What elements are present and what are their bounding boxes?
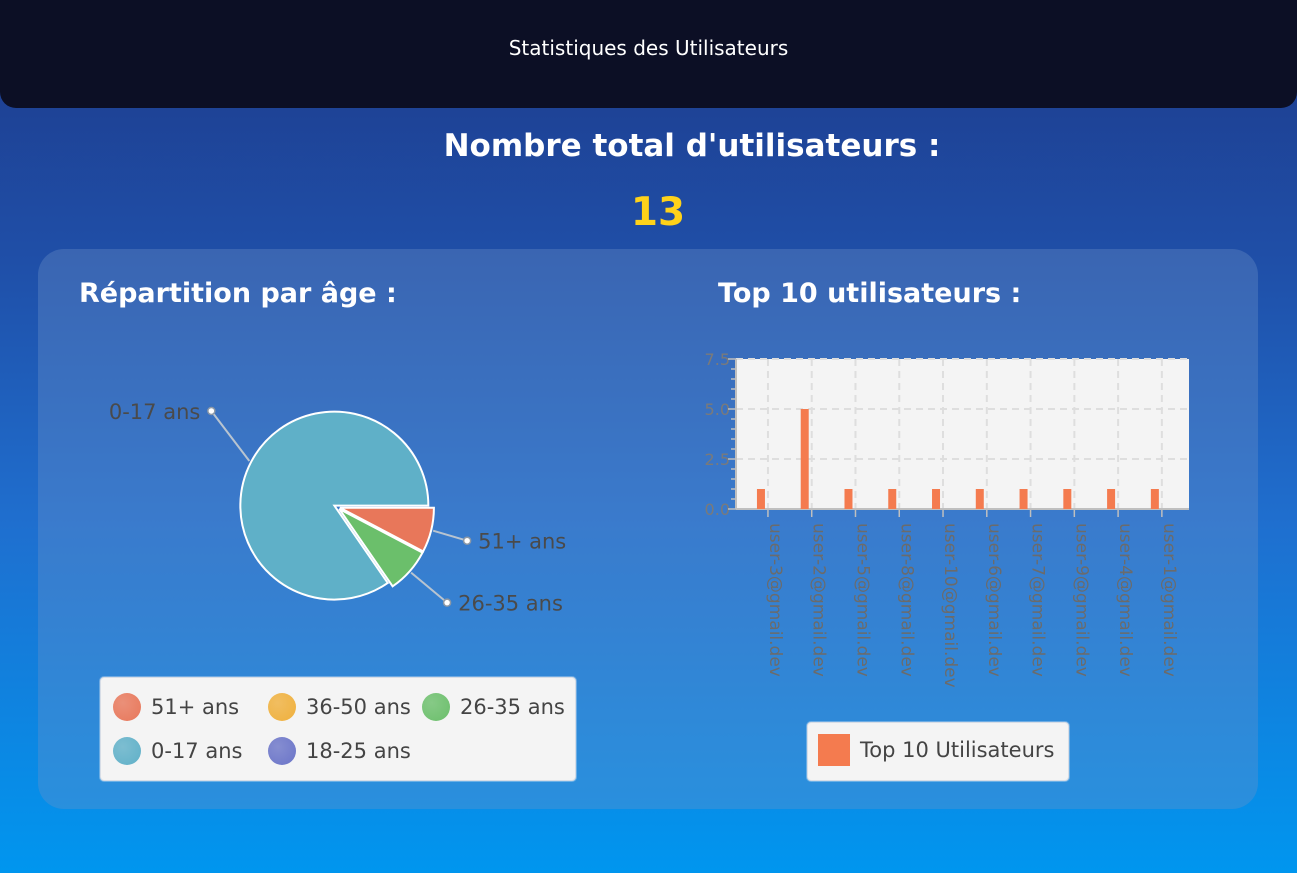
legend-color-swatch (818, 734, 850, 766)
legend-label: 18-25 ans (306, 739, 411, 763)
legend-color-swatch (268, 693, 296, 721)
bar-user-5@gmail.dev (844, 489, 853, 509)
bar-user-2@gmail.dev (800, 409, 809, 509)
pie-label: 51+ ans (478, 530, 566, 554)
legend-label: 0-17 ans (151, 739, 243, 763)
bar-user-4@gmail.dev (1107, 489, 1116, 509)
bar-user-3@gmail.dev (756, 489, 765, 509)
pie-label: 0-17 ans (109, 400, 200, 424)
pie-legend-item: 0-17 ans (113, 736, 242, 766)
pie-legend-item: 36-50 ans (268, 692, 411, 722)
total-users-value: 13 (630, 190, 686, 235)
bar-xtick-label: user-5@gmail.dev (852, 523, 872, 677)
bar-user-10@gmail.dev (932, 489, 941, 509)
pie-label-line (432, 529, 468, 542)
bar-user-6@gmail.dev (975, 489, 984, 509)
legend-color-swatch (113, 737, 141, 765)
pie-label-dot (207, 406, 216, 416)
bar-user-8@gmail.dev (888, 489, 897, 509)
bar-xtick-label: user-1@gmail.dev (1159, 523, 1179, 677)
bar-legend-item: Top 10 Utilisateurs (818, 734, 1055, 766)
legend-label: 36-50 ans (306, 695, 411, 719)
pie-label-dot (442, 598, 452, 607)
bar-ytick-label: 5.0 (705, 400, 730, 419)
pie-legend-item: 51+ ans (113, 692, 239, 722)
top-users-title: Top 10 utilisateurs : (718, 278, 1022, 309)
bar-xtick-label: user-8@gmail.dev (896, 523, 916, 677)
bar-ytick-label: 0.0 (705, 500, 730, 519)
pie-label: 26-35 ans (458, 592, 563, 616)
header-title: Statistiques des Utilisateurs (508, 36, 789, 60)
pie-label-line (210, 410, 251, 462)
legend-color-swatch (113, 693, 141, 721)
bar-xtick-label: user-4@gmail.dev (1115, 523, 1135, 677)
pie-legend: 51+ ans 36-50 ans 26-35 ans 0-17 ans 18-25 a… (100, 677, 576, 781)
pie-legend-item: 18-25 ans (268, 736, 411, 766)
bar-ytick-label: 7.5 (705, 350, 730, 369)
legend-label: 51+ ans (151, 695, 240, 719)
bar-legend: Top 10 Utilisateurs (807, 722, 1069, 781)
legend-color-swatch (268, 737, 296, 765)
bar-ytick-label: 2.5 (705, 450, 730, 469)
pie-legend-item: 26-35 ans (422, 692, 565, 722)
bar-xtick-label: user-9@gmail.dev (1071, 523, 1091, 677)
bar-user-9@gmail.dev (1063, 489, 1072, 509)
pie-label-dot (462, 536, 472, 545)
legend-label: 26-35 ans (460, 695, 565, 719)
header-bar: Statistiques des Utilisateurs (0, 0, 1297, 108)
bar-user-7@gmail.dev (1019, 489, 1028, 509)
bar-xtick-label: user-2@gmail.dev (809, 523, 829, 677)
pie-slice-26-35-ans (338, 508, 424, 588)
pie-label-line (410, 571, 448, 604)
pie-slice-0-17-ans (239, 410, 430, 601)
pie-slice-51-ans (339, 506, 435, 553)
bar-xtick-label: user-6@gmail.dev (984, 523, 1004, 677)
bar-xtick-label: user-10@gmail.dev (940, 523, 960, 688)
bar-xtick-label: user-7@gmail.dev (1028, 523, 1048, 677)
legend-label: Top 10 Utilisateurs (860, 738, 1055, 762)
legend-color-swatch (422, 693, 450, 721)
age-distribution-title: Répartition par âge : (79, 278, 397, 309)
bar-xtick-label: user-3@gmail.dev (765, 523, 785, 677)
bar-user-1@gmail.dev (1150, 489, 1159, 509)
total-users-title: Nombre total d'utilisateurs : (443, 128, 941, 164)
